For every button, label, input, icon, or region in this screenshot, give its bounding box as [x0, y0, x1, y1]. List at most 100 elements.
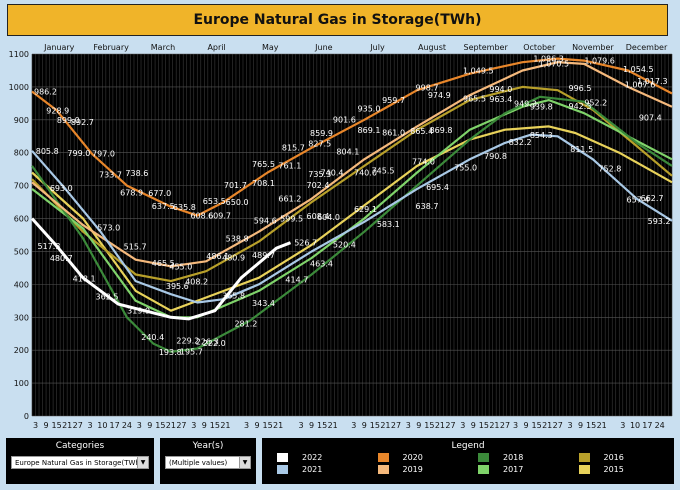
x-tick-label: 9: [471, 421, 476, 430]
x-tick-label: 21: [166, 421, 176, 430]
legend-label: 2020: [402, 453, 423, 462]
data-label: 638.7: [416, 202, 439, 211]
data-label: 538.8: [226, 235, 249, 244]
data-label: 677.0: [148, 189, 171, 198]
data-label: 928.9: [46, 106, 69, 115]
x-tick-label: 15: [52, 421, 62, 430]
x-tick-label: 15: [370, 421, 380, 430]
legend-item-2019[interactable]: 2019: [368, 465, 469, 474]
data-label: 195.7: [180, 348, 203, 357]
data-label: 790.8: [484, 152, 507, 161]
x-tick-label: 9: [202, 421, 207, 430]
x-tick-label: 3: [137, 421, 142, 430]
data-label: 708.1: [252, 179, 275, 188]
data-label: 738.6: [125, 169, 148, 178]
x-tick-label: 17: [110, 421, 120, 430]
data-label: 650.0: [226, 198, 249, 207]
legend-item-2020[interactable]: 2020: [368, 453, 469, 462]
data-label: 702.4: [307, 181, 330, 190]
chevron-down-icon[interactable]: ▼: [137, 457, 148, 468]
data-label: 362.5: [96, 293, 119, 302]
data-label: 1,054.5: [623, 65, 654, 74]
legend-swatch: [277, 453, 288, 462]
data-label: 365.8: [222, 292, 245, 301]
legend-item-2021[interactable]: 2021: [267, 465, 368, 474]
legend-item-2022[interactable]: 2022: [267, 453, 368, 462]
x-tick-label: 27: [500, 421, 510, 430]
data-label: 974.9: [428, 91, 451, 100]
legend-item-2018[interactable]: 2018: [468, 453, 569, 462]
data-label: 653.5: [203, 197, 226, 206]
data-label: 761.1: [278, 162, 301, 171]
data-label: 480.7: [50, 254, 73, 263]
categories-filter: Categories Europe Natural Gas in Storage…: [6, 438, 154, 484]
data-label: 693.0: [50, 184, 73, 193]
data-label: 1,086.3: [533, 55, 564, 64]
data-label: 740.0: [354, 168, 377, 177]
year-dropdown[interactable]: (Multiple values) ▼: [165, 456, 251, 469]
data-label: 859.9: [310, 129, 333, 138]
categories-label: Categories: [55, 441, 105, 451]
data-label: 1,049.5: [463, 67, 494, 76]
x-tick-label: 15: [479, 421, 489, 430]
categories-dropdown[interactable]: Europe Natural Gas in Storage(TWh) ▼: [11, 456, 149, 469]
data-label: 599.5: [280, 215, 303, 224]
legend-swatch: [377, 453, 389, 462]
x-tick-label: 24: [655, 421, 665, 430]
data-label: 520.4: [333, 241, 356, 250]
x-tick-label: 27: [176, 421, 186, 430]
x-tick-label: 3: [513, 421, 518, 430]
data-label: 418.1: [73, 274, 96, 283]
data-label: 869.8: [430, 126, 453, 135]
x-tick-label: 21: [597, 421, 607, 430]
chevron-down-icon[interactable]: ▼: [239, 457, 250, 468]
x-tick-label: 15: [424, 421, 434, 430]
month-label: July: [369, 43, 385, 52]
month-label: February: [93, 43, 129, 52]
data-label: 935.0: [358, 104, 381, 113]
month-label: December: [626, 43, 668, 52]
y-tick-label: 700: [14, 182, 29, 191]
x-tick-label: 21: [435, 421, 445, 430]
data-label: 735.3: [308, 170, 331, 179]
x-tick-label: 27: [73, 421, 83, 430]
x-tick-label: 17: [642, 421, 652, 430]
data-label: 678.9: [120, 189, 143, 198]
x-tick-label: 10: [97, 421, 107, 430]
data-label: 797.0: [92, 150, 115, 159]
legend-label: 2022: [302, 453, 323, 462]
x-tick-label: 3: [298, 421, 303, 430]
data-label: 662.7: [641, 194, 664, 203]
legend-item-2017[interactable]: 2017: [468, 465, 569, 474]
month-label: October: [523, 43, 556, 52]
legend-swatch: [478, 453, 489, 462]
x-tick-label: 15: [586, 421, 596, 430]
data-label: 609.7: [208, 211, 231, 220]
data-label: 1,070.5: [539, 60, 570, 69]
data-label: 480.9: [222, 254, 245, 263]
legend-item-2016[interactable]: 2016: [569, 453, 670, 462]
x-tick-label: 3: [244, 421, 249, 430]
month-label: January: [43, 43, 75, 52]
legend-label: 2019: [402, 465, 423, 474]
data-label: 939.8: [530, 103, 553, 112]
x-tick-label: 21: [542, 421, 552, 430]
x-tick-label: 3: [87, 421, 92, 430]
x-tick-label: 15: [263, 421, 273, 430]
legend-item-2015[interactable]: 2015: [569, 465, 670, 474]
month-label: August: [418, 43, 446, 52]
data-label: 695.4: [426, 183, 449, 192]
data-label: 661.2: [278, 194, 301, 203]
data-label: 899.0: [57, 116, 80, 125]
data-label: 1,079.6: [584, 57, 615, 66]
y-tick-label: 1100: [9, 50, 29, 59]
legend-swatch: [277, 465, 288, 474]
y-tick-label: 500: [14, 247, 29, 256]
x-tick-label: 3: [620, 421, 625, 430]
month-label: April: [207, 43, 225, 52]
data-label: 517.3: [38, 242, 61, 251]
data-label: 604.0: [317, 213, 340, 222]
legend-grid: 2022 2020 2018 2016 2021 2019 2017 2015: [267, 453, 669, 474]
legend-label: 2015: [603, 465, 624, 474]
data-label: 799.0: [67, 149, 90, 158]
